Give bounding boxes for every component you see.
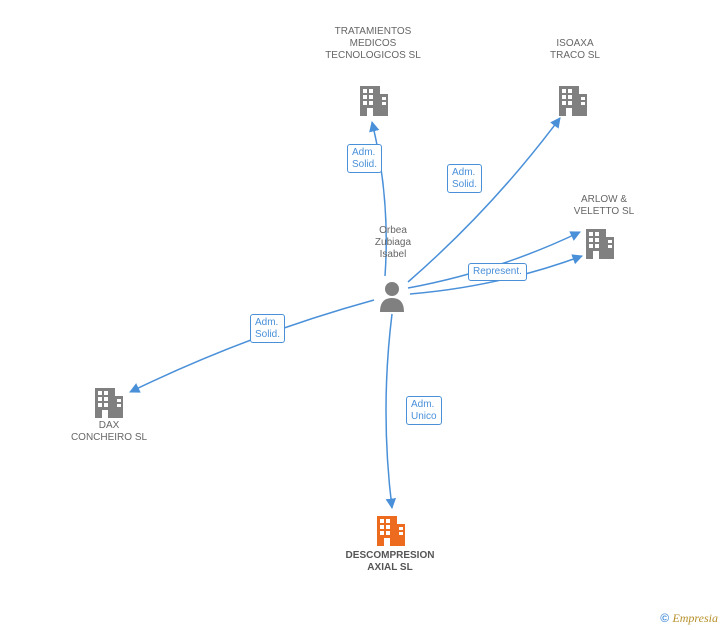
- node-label: DESCOMPRESION AXIAL SL: [330, 550, 450, 574]
- edge-label: Adm. Solid.: [447, 164, 482, 193]
- edge-label: Adm. Solid.: [347, 144, 382, 173]
- edge-line: [408, 118, 560, 282]
- node-label: Orbea Zubiaga Isabel: [358, 225, 428, 261]
- building-icon[interactable]: [584, 225, 616, 259]
- copyright-symbol: ©: [660, 611, 669, 625]
- footer-watermark: © Empresia: [660, 611, 718, 626]
- node-label: TRATAMIENTOS MEDICOS TECNOLOGICOS SL: [318, 26, 428, 62]
- building-icon[interactable]: [375, 512, 407, 546]
- node-label: ISOAXA TRACO SL: [540, 38, 610, 62]
- building-icon[interactable]: [358, 82, 390, 116]
- edge-label: Adm. Solid.: [250, 314, 285, 343]
- diagram-canvas: TRATAMIENTOS MEDICOS TECNOLOGICOS SL ISO…: [0, 0, 728, 630]
- edge-label: Adm. Unico: [406, 396, 442, 425]
- edge-line: [386, 314, 392, 508]
- person-icon[interactable]: [376, 278, 408, 312]
- building-icon[interactable]: [557, 82, 589, 116]
- node-label: DAX CONCHEIRO SL: [54, 420, 164, 444]
- building-icon[interactable]: [93, 384, 125, 418]
- node-label: ARLOW & VELETTO SL: [564, 194, 644, 218]
- brand-name: Empresia: [672, 611, 718, 625]
- edge-label: Represent.: [468, 263, 527, 281]
